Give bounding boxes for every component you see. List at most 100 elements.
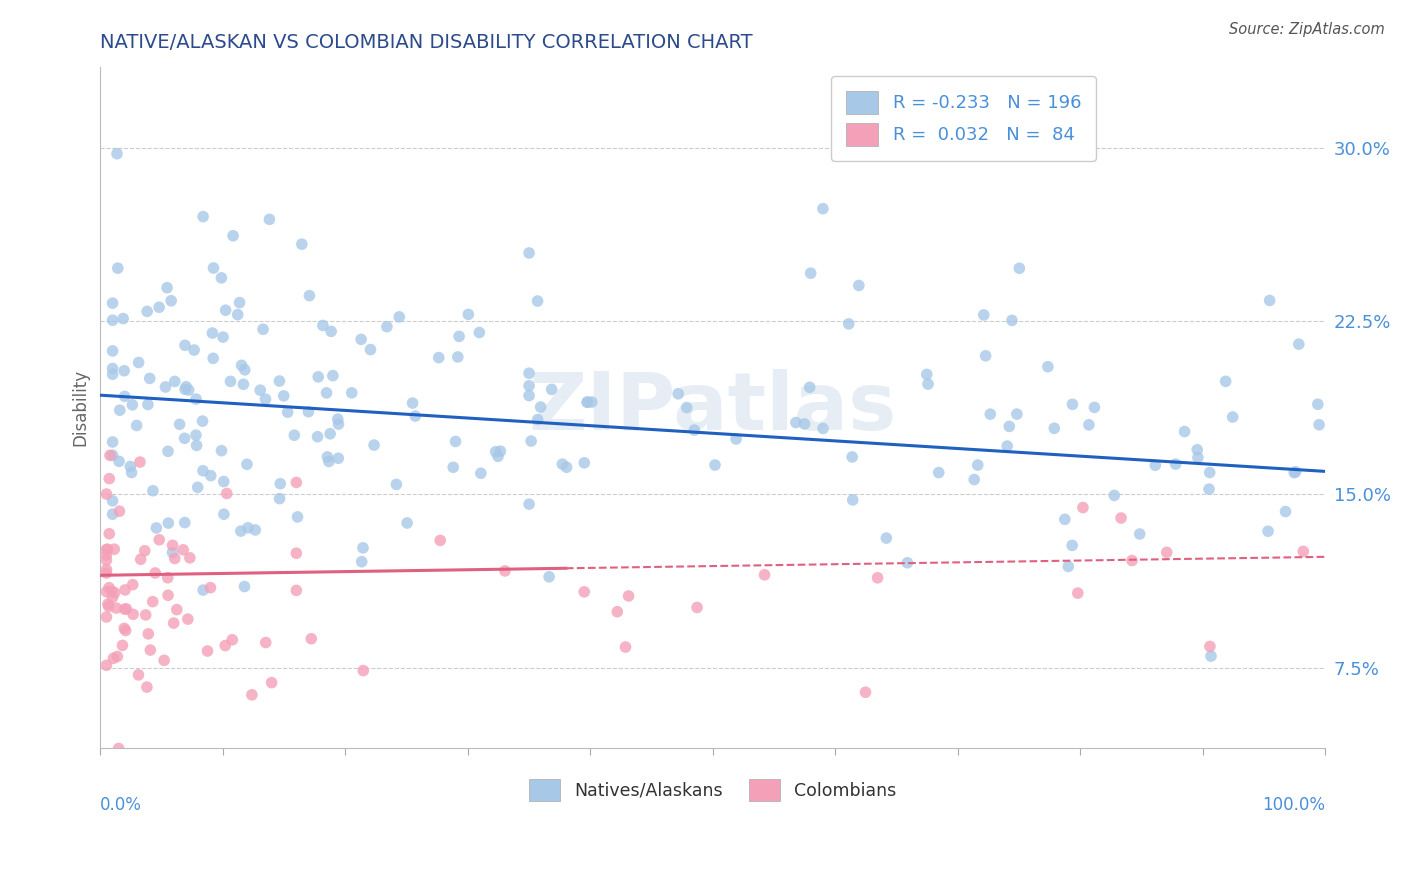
Point: [136, 627, 159, 641]
Point: [179, 550, 201, 565]
Point: [236, 458, 259, 472]
Point: [122, 607, 145, 622]
Point: [259, 212, 281, 227]
Point: [145, 521, 167, 535]
Point: [96, 658, 118, 673]
Point: [340, 385, 363, 400]
Point: [187, 480, 209, 494]
Point: [297, 405, 319, 419]
Point: [441, 460, 464, 475]
Point: [576, 395, 599, 409]
Point: [202, 351, 225, 366]
Point: [1258, 293, 1281, 308]
Point: [96, 487, 118, 501]
Point: [112, 364, 135, 378]
Point: [1083, 401, 1105, 415]
Point: [848, 278, 870, 293]
Point: [328, 451, 350, 466]
Point: [963, 473, 986, 487]
Point: [166, 602, 188, 616]
Point: [326, 412, 349, 426]
Point: [447, 350, 470, 364]
Point: [108, 403, 131, 417]
Point: [352, 664, 374, 678]
Point: [526, 412, 548, 426]
Point: [172, 542, 194, 557]
Point: [485, 444, 508, 458]
Point: [173, 431, 195, 445]
Point: [114, 389, 136, 403]
Point: [105, 601, 128, 615]
Point: [163, 616, 186, 631]
Point: [866, 571, 889, 585]
Point: [388, 310, 411, 324]
Point: [162, 538, 184, 552]
Point: [404, 409, 426, 423]
Point: [277, 405, 299, 419]
Point: [315, 385, 337, 400]
Point: [155, 380, 177, 394]
Point: [307, 430, 329, 444]
Point: [136, 304, 159, 318]
Point: [254, 635, 277, 649]
Point: [201, 326, 224, 340]
Point: [96, 610, 118, 624]
Point: [191, 582, 214, 597]
Point: [576, 395, 599, 409]
Point: [470, 467, 492, 481]
Point: [107, 261, 129, 276]
Point: [233, 363, 256, 377]
Point: [114, 624, 136, 638]
Point: [174, 382, 197, 396]
Point: [96, 562, 118, 576]
Point: [101, 313, 124, 327]
Point: [135, 680, 157, 694]
Text: Source: ZipAtlas.com: Source: ZipAtlas.com: [1229, 22, 1385, 37]
Point: [468, 326, 491, 340]
Point: [1036, 359, 1059, 374]
Point: [245, 523, 267, 537]
Point: [359, 343, 381, 357]
Point: [896, 556, 918, 570]
Point: [163, 375, 186, 389]
Point: [316, 450, 339, 464]
Point: [449, 329, 471, 343]
Point: [173, 516, 195, 530]
Point: [811, 202, 834, 216]
Point: [319, 426, 342, 441]
Point: [236, 521, 259, 535]
Point: [1057, 559, 1080, 574]
Point: [209, 270, 232, 285]
Point: [273, 389, 295, 403]
Point: [200, 468, 222, 483]
Point: [100, 584, 122, 599]
Point: [98, 526, 121, 541]
Point: [540, 383, 562, 397]
Point: [1077, 417, 1099, 432]
Point: [269, 374, 291, 388]
Point: [156, 281, 179, 295]
Point: [494, 564, 516, 578]
Point: [396, 516, 419, 530]
Point: [214, 303, 236, 318]
Point: [675, 401, 697, 415]
Point: [226, 308, 249, 322]
Point: [1274, 504, 1296, 518]
Point: [191, 414, 214, 428]
Point: [160, 293, 183, 308]
Point: [111, 639, 134, 653]
Point: [1062, 538, 1084, 552]
Point: [287, 510, 309, 524]
Point: [666, 386, 689, 401]
Point: [973, 308, 995, 322]
Point: [101, 507, 124, 521]
Point: [1129, 527, 1152, 541]
Point: [1199, 649, 1222, 664]
Point: [517, 497, 540, 511]
Point: [1156, 545, 1178, 559]
Point: [98, 448, 121, 462]
Point: [928, 466, 950, 480]
Point: [169, 417, 191, 432]
Point: [96, 566, 118, 580]
Point: [1288, 337, 1310, 351]
